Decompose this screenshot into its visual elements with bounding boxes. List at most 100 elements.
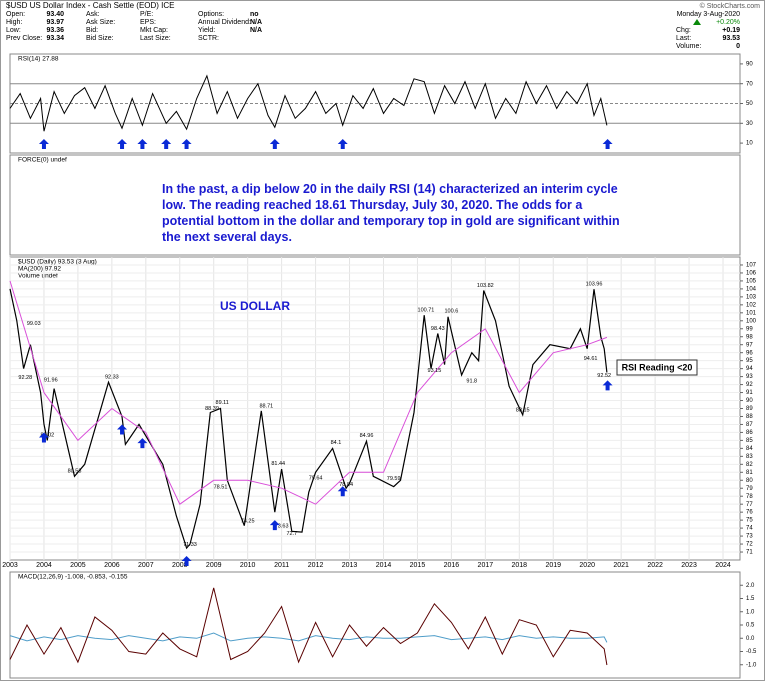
panel [9,154,741,256]
y-tick-label: 50 [746,101,753,107]
y-tick-label: 85 [746,438,753,444]
y-tick-label: 107 [746,263,757,269]
quote-value: 93.53 [722,35,740,42]
y-tick-label: 79 [746,486,753,492]
price-label: 88.71 [259,403,273,409]
y-tick-label: 84 [746,446,753,452]
quote-value: +0.19 [722,27,740,34]
y-tick-label: 83 [746,454,753,460]
field-value: 93.40 [46,11,64,18]
marker-arrow [137,139,148,149]
y-tick-label: 1.5 [746,596,755,602]
field-label: Mkt Cap: [140,27,168,34]
y-tick-label: 1.0 [746,609,755,615]
price-label: 99.03 [27,321,41,327]
x-tick-label: 2022 [647,562,663,569]
y-tick-label: 94 [746,366,753,372]
marker-arrow [117,139,128,149]
series-line [9,632,608,643]
y-tick-label: 0.5 [746,623,755,629]
x-tick-label: 2012 [308,562,324,569]
price-label: 78.51 [214,485,228,491]
y-tick-label: 2.0 [746,583,755,589]
y-tick-label: 95 [746,358,753,364]
y-tick-label: 87 [746,422,753,428]
field-label: Bid Size: [86,35,114,42]
price-label: 80.53 [68,468,82,474]
price-label: 100.6 [445,308,459,314]
field-value: 93.34 [46,35,64,42]
y-tick-label: 96 [746,350,753,356]
y-tick-label: 71 [746,550,753,556]
marker-arrow [602,380,613,391]
x-tick-label: 2004 [36,562,52,569]
y-tick-label: 103 [746,294,757,300]
price-label: 81.44 [271,461,285,467]
legend: Volume undef [18,273,58,280]
price-label: 93.15 [428,368,442,374]
y-tick-label: 82 [746,462,753,468]
series-line [9,587,608,666]
y-tick-label: 75 [746,518,753,524]
x-tick-label: 2009 [206,562,222,569]
marker-arrow [161,139,172,149]
price-label: 92.52 [597,373,611,379]
y-tick-label: 30 [746,121,753,127]
field-label: Yield: [198,27,215,34]
field-label: Bid: [86,27,98,34]
price-label: 89.11 [216,400,229,406]
series-line [9,74,608,132]
quote-label: Last: [676,35,691,42]
price-label: 98.43 [431,326,445,332]
y-tick-label: -1.0 [746,662,757,668]
price-label: 71.33 [183,542,197,548]
quote-label: Chg: [676,27,691,34]
y-tick-label: 90 [746,61,753,67]
x-tick-label: 2024 [715,562,731,569]
field-label: Options: [198,11,224,18]
y-tick-label: 89 [746,406,753,412]
chart-title: $USD US Dollar Index - Cash Settle (EOD)… [6,1,175,10]
up-icon [693,19,701,25]
marker-arrow [337,139,348,149]
field-value: 93.97 [46,19,64,26]
price-label: 84.1 [331,440,342,446]
date: Monday 3-Aug-2020 [677,11,741,18]
price-label: 84.96 [360,433,374,439]
price-label: 79.59 [387,476,401,482]
price-label: 88.39 [205,406,219,412]
field-label: EPS: [140,19,156,26]
y-tick-label: 81 [746,470,753,476]
price-label: 91.8 [466,379,477,385]
marker-arrow [269,139,280,149]
marker-arrow [181,556,192,567]
x-tick-label: 2007 [138,562,154,569]
price-label: 78.84 [339,482,353,488]
price-label: 92.28 [18,375,32,381]
field-value: N/A [250,27,262,34]
price-label: 100.71 [418,308,435,314]
x-tick-label: 2018 [512,562,528,569]
y-tick-label: 73 [746,534,753,540]
callout: RSI Reading <20 [622,362,693,372]
y-tick-label: 92 [746,382,753,388]
price-label: 91.96 [44,377,58,383]
field-value: no [250,11,259,18]
panel [9,571,741,679]
y-tick-label: 91 [746,390,753,396]
y-tick-label: 97 [746,342,753,348]
price-label: 74.25 [241,519,255,525]
x-tick-label: 2011 [274,562,289,569]
y-tick-label: 102 [746,302,757,308]
field-label: Annual Dividend: [198,19,251,26]
field-label: High: [6,19,22,26]
field-label: Prev Close: [6,35,42,42]
price-label: 103.82 [477,283,494,289]
x-tick-label: 2006 [104,562,120,569]
legend: $USD (Daily) 93.53 (3 Aug) [18,259,97,266]
change-pct: +0.20% [716,19,740,26]
y-tick-label: 10 [746,141,753,147]
callout-box [616,359,698,376]
